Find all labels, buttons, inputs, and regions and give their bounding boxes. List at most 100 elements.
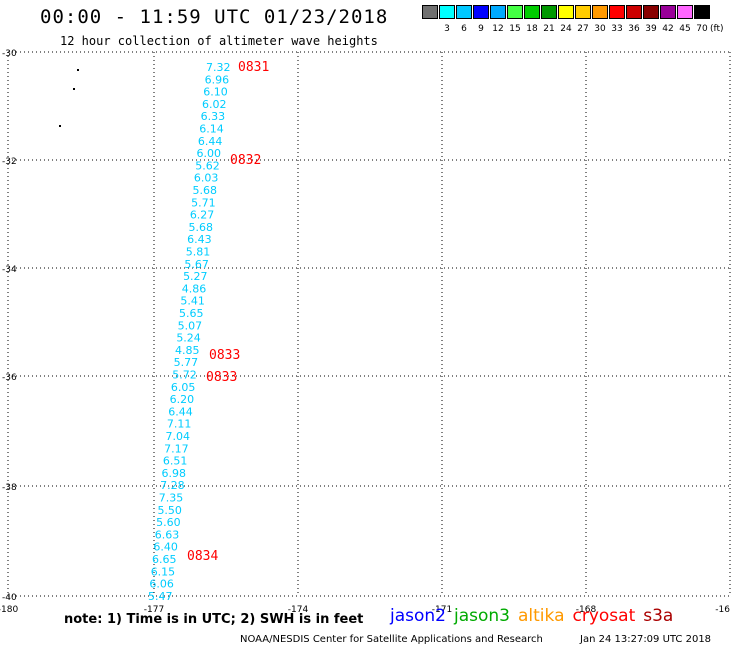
legend-swatch: [473, 5, 489, 19]
swh-value: 5.81: [186, 246, 211, 259]
swh-value: 7.28: [160, 479, 185, 492]
swh-value: 5.27: [183, 270, 208, 283]
pass-time-label: 0833: [209, 348, 240, 363]
legend-swatch: [677, 5, 693, 19]
legend-swatch: [507, 5, 523, 19]
legend-label: 3: [444, 24, 450, 34]
swh-value: 5.65: [179, 307, 204, 320]
legend-swatch: [558, 5, 574, 19]
legend-label: 6: [461, 24, 467, 34]
wave-height-observations: 7.326.966.106.026.336.146.446.005.626.03…: [148, 61, 231, 603]
swh-value: 6.03: [194, 172, 219, 185]
swh-value: 6.10: [203, 86, 228, 99]
land-speck: [73, 88, 75, 90]
swh-value: 6.40: [153, 541, 178, 554]
legend-label: 27: [577, 24, 589, 34]
pass-time-label: 0832: [230, 153, 261, 168]
swh-value: 5.72: [172, 369, 197, 382]
swh-value: 5.68: [188, 221, 213, 234]
swh-value: 6.20: [170, 393, 195, 406]
legend-label: 9: [478, 24, 484, 34]
legend-label: 24: [560, 24, 572, 34]
legend-label: 39: [645, 24, 657, 34]
swh-value: 6.51: [163, 455, 188, 468]
graticule: [7, 51, 731, 597]
satellite-altika: altika: [518, 606, 565, 626]
swh-value: 6.33: [201, 110, 226, 123]
swh-value: 7.35: [159, 492, 184, 505]
legend-label: 18: [526, 24, 538, 34]
swh-value: 5.71: [191, 196, 216, 209]
swh-value: 6.43: [187, 233, 212, 246]
legend-swatch: [694, 5, 710, 19]
swh-value: 6.15: [151, 565, 176, 578]
pass-time-label: 0833: [206, 370, 237, 385]
satellite-key: jason2 jason3 altika cryosat s3a: [390, 606, 681, 626]
swh-value: 5.60: [156, 516, 181, 529]
longitude-tick-label: -180: [0, 605, 18, 615]
legend-label: 70: [696, 24, 708, 34]
swh-value: 6.05: [171, 381, 196, 394]
legend-swatch: [575, 5, 591, 19]
swh-value: 6.63: [155, 528, 180, 541]
swh-value: 5.07: [178, 319, 203, 332]
swh-value: 5.62: [195, 159, 220, 172]
latitude-tick-label: -32: [2, 157, 17, 167]
coastline-specks: [59, 69, 79, 127]
legend-swatch: [422, 5, 438, 19]
swh-value: 5.50: [157, 504, 182, 517]
swh-value: 6.02: [202, 98, 227, 111]
legend-label: 42: [662, 24, 674, 34]
axis-tick-labels: -30 -32 -34 -36 -38 -40 -180 -177 -174 -171 -168 -1…: [0, 49, 730, 615]
satellite-jason2: jason2: [390, 606, 446, 626]
swh-value: 7.32: [206, 61, 231, 74]
legend-label: 30: [594, 24, 606, 34]
pass-time-label: 0831: [238, 60, 269, 75]
legend-label: 36: [628, 24, 640, 34]
longitude-tick-label: -168: [576, 605, 597, 615]
satellite-jason3: jason3: [454, 606, 510, 626]
footer-note: note: 1) Time is in UTC; 2) SWH is in fe…: [64, 612, 364, 627]
longitude-tick-label: -16: [715, 605, 730, 615]
swh-value: 6.96: [205, 73, 230, 86]
legend-label: 15: [509, 24, 521, 34]
legend-swatch: [609, 5, 625, 19]
legend-swatch: [490, 5, 506, 19]
legend-swatch: [524, 5, 540, 19]
land-speck: [77, 69, 79, 71]
legend-swatch: [456, 5, 472, 19]
latitude-tick-label: -40: [2, 593, 17, 603]
swh-value: 6.44: [168, 405, 193, 418]
land-speck: [59, 125, 61, 127]
satellite-s3a: s3a: [643, 606, 674, 626]
swh-value: 4.85: [175, 344, 200, 357]
legend-swatch: [592, 5, 608, 19]
credit-line: NOAA/NESDIS Center for Satellite Applica…: [240, 634, 543, 645]
longitude-tick-label: -174: [288, 605, 309, 615]
legend-label: 45: [679, 24, 691, 34]
legend-swatch: [439, 5, 455, 19]
swh-value: 6.14: [199, 123, 224, 136]
legend-swatch: [626, 5, 642, 19]
legend-swatch: [643, 5, 659, 19]
swh-value: 5.24: [176, 332, 201, 345]
swh-value: 5.68: [193, 184, 218, 197]
latitude-tick-label: -36: [2, 373, 17, 383]
legend-unit: (ft): [710, 24, 724, 34]
longitude-tick-label: -171: [432, 605, 452, 615]
swh-value: 6.44: [198, 135, 223, 148]
longitude-tick-label: -177: [144, 605, 164, 615]
swh-value: 5.77: [174, 356, 199, 369]
map-subtitle: 12 hour collection of altimeter wave hei…: [60, 34, 378, 48]
pass-time-labels: 0831 0832 0833 0833 0834: [187, 60, 269, 564]
legend-label: 33: [611, 24, 623, 34]
swh-value: 4.86: [182, 282, 207, 295]
latitude-tick-label: -38: [2, 483, 17, 493]
swh-value: 7.17: [164, 442, 189, 455]
pass-time-label: 0834: [187, 549, 218, 564]
map-title: 00:00 - 11:59 UTC 01/23/2018: [40, 6, 389, 28]
swh-value: 6.00: [197, 147, 222, 160]
swh-value: 6.27: [190, 209, 215, 222]
latitude-tick-label: -30: [2, 49, 17, 59]
latitude-tick-label: -34: [2, 265, 17, 275]
